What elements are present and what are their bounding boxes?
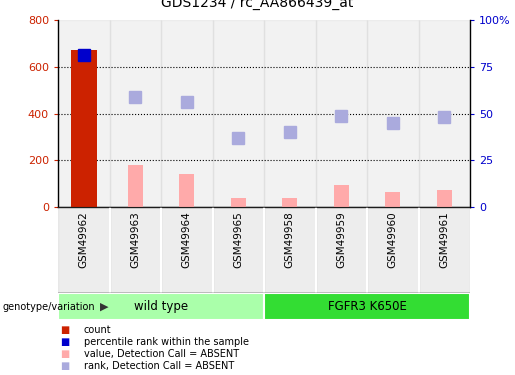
Bar (367, 207, 419, 293)
Bar (264, 293, 470, 320)
Text: GSM49958: GSM49958 (285, 211, 295, 268)
Text: count: count (84, 325, 111, 335)
Bar (71, 50, 97, 207)
Text: GSM49962: GSM49962 (79, 211, 89, 268)
Bar (264, 207, 316, 293)
Bar (419, 20, 470, 207)
Bar (179, 174, 195, 207)
Text: value, Detection Call = ABSENT: value, Detection Call = ABSENT (84, 349, 239, 359)
Text: ■: ■ (61, 337, 70, 347)
Bar (213, 207, 264, 293)
Text: GSM49960: GSM49960 (388, 211, 398, 268)
Bar (58, 207, 110, 293)
Bar (231, 198, 246, 207)
Text: ■: ■ (61, 325, 70, 335)
Bar (110, 20, 161, 207)
Text: GSM49961: GSM49961 (439, 211, 449, 268)
Bar (316, 207, 367, 293)
Bar (213, 20, 264, 207)
Bar (161, 207, 213, 293)
Bar (264, 20, 316, 207)
Text: GDS1234 / rc_AA866439_at: GDS1234 / rc_AA866439_at (161, 0, 354, 10)
Bar (128, 165, 143, 207)
Bar (110, 207, 161, 293)
Bar (316, 20, 367, 207)
Text: rank, Detection Call = ABSENT: rank, Detection Call = ABSENT (84, 361, 234, 371)
Bar (58, 293, 264, 320)
Text: GSM49965: GSM49965 (233, 211, 243, 268)
Bar (58, 20, 110, 207)
Text: genotype/variation: genotype/variation (3, 302, 95, 312)
Text: ■: ■ (61, 349, 70, 359)
Text: GSM49963: GSM49963 (130, 211, 140, 268)
Bar (161, 20, 213, 207)
Bar (334, 185, 349, 207)
Text: GSM49964: GSM49964 (182, 211, 192, 268)
Text: FGFR3 K650E: FGFR3 K650E (328, 300, 406, 313)
Text: GSM49959: GSM49959 (336, 211, 346, 268)
Bar (367, 20, 419, 207)
Text: wild type: wild type (134, 300, 188, 313)
Bar (385, 192, 401, 207)
Text: ■: ■ (61, 361, 70, 371)
Bar (437, 190, 452, 207)
Text: percentile rank within the sample: percentile rank within the sample (84, 337, 249, 347)
Bar (419, 207, 470, 293)
Bar (282, 198, 298, 207)
Text: ▶: ▶ (100, 302, 109, 312)
